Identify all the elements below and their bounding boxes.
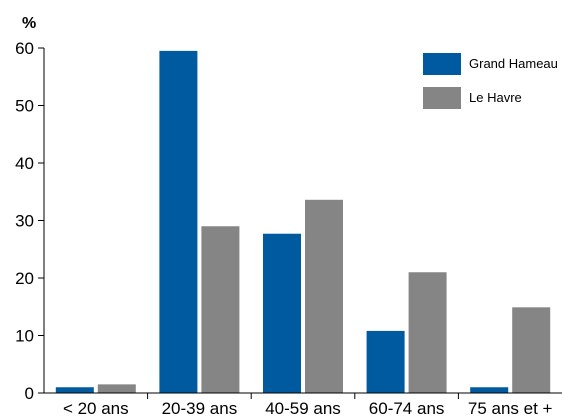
- y-axis-ticks: 0 10 20 30 40 50 60: [15, 39, 44, 403]
- bar-grand-hameau: [366, 330, 405, 393]
- x-tick-label: 60-74 ans: [369, 399, 445, 416]
- x-tick-label: 20-39 ans: [162, 399, 238, 416]
- bar-le-havre: [97, 384, 136, 393]
- bars: [55, 50, 551, 393]
- bar-le-havre: [408, 272, 447, 393]
- x-tick-label: 75 ans et +: [468, 399, 553, 416]
- y-tick-label: 0: [25, 384, 34, 403]
- bar-le-havre: [305, 199, 343, 393]
- bar-grand-hameau: [470, 387, 509, 393]
- y-axis-unit-label: %: [22, 15, 36, 32]
- y-tick-label: 30: [15, 212, 34, 231]
- legend-label: Grand Hameau: [469, 56, 558, 71]
- y-tick-label: 10: [15, 327, 34, 346]
- bar-grand-hameau: [159, 50, 198, 393]
- bar-le-havre: [201, 226, 240, 393]
- y-tick-label: 50: [15, 97, 34, 116]
- legend-swatch: [423, 87, 461, 109]
- axes: [43, 48, 562, 399]
- bar-grand-hameau: [263, 233, 301, 393]
- x-tick-label: 40-59 ans: [265, 399, 341, 416]
- legend-swatch: [423, 53, 461, 75]
- x-axis-labels: < 20 ans 20-39 ans 40-59 ans 60-74 ans 75 an…: [63, 399, 553, 416]
- x-tick-label: < 20 ans: [63, 399, 129, 416]
- y-tick-label: 60: [15, 39, 34, 58]
- bar-le-havre: [512, 307, 551, 393]
- legend: Grand Hameau Le Havre: [423, 53, 558, 109]
- bar-grand-hameau: [55, 387, 94, 393]
- y-tick-label: 40: [15, 154, 34, 173]
- y-tick-label: 20: [15, 269, 34, 288]
- legend-label: Le Havre: [469, 90, 522, 105]
